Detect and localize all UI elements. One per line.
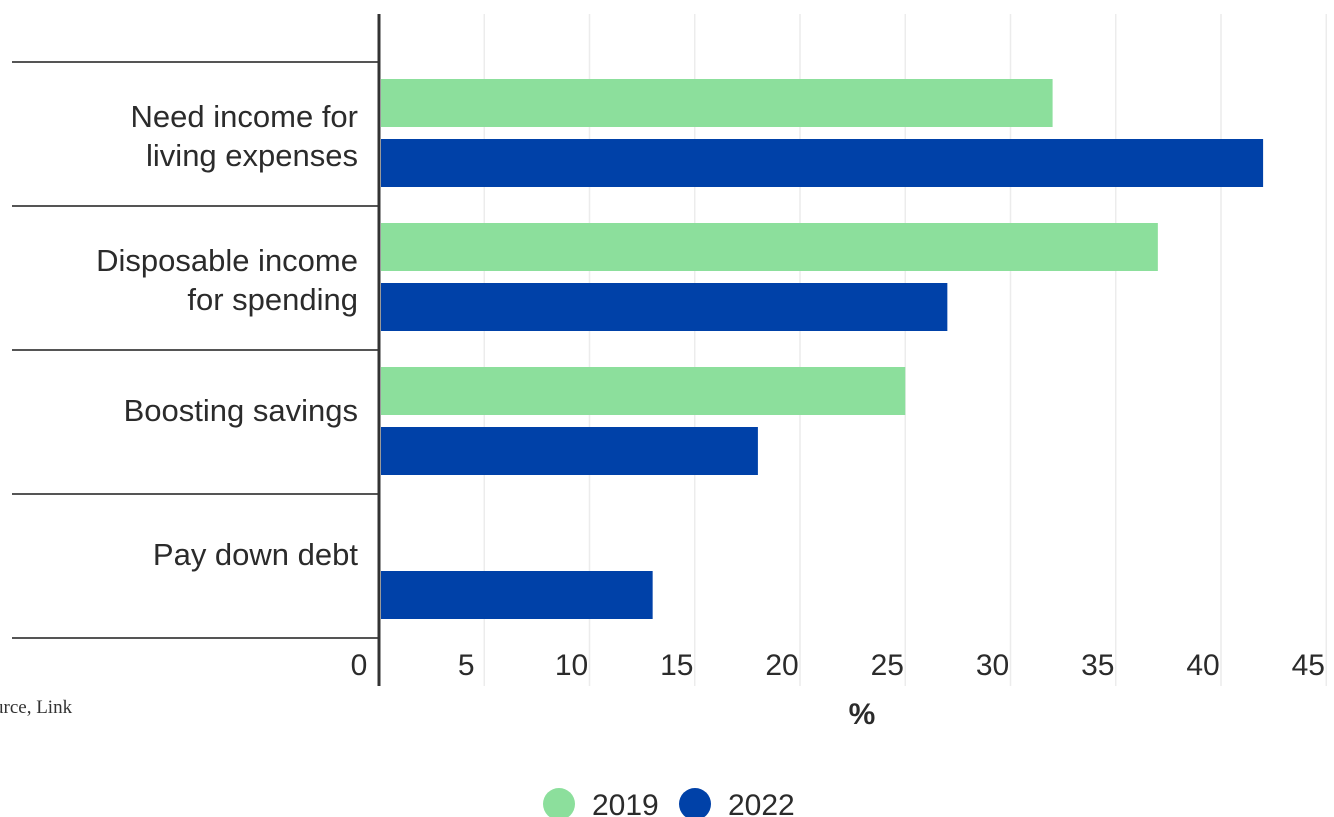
legend-swatch-2019: [543, 788, 575, 817]
x-tick-label: 10: [555, 649, 588, 682]
category-label: for spending: [187, 282, 358, 317]
bars: [381, 79, 1264, 619]
legend-label-2019: 2019: [592, 789, 659, 817]
bar-2019: [381, 79, 1053, 127]
bar-2022: [381, 283, 948, 331]
bar-2022: [381, 427, 758, 475]
category-label: Pay down debt: [153, 537, 358, 572]
source-note: urce, Link: [0, 697, 73, 718]
category-labels: Need income for living expenses Disposable…: [96, 99, 358, 572]
category-label: living expenses: [146, 138, 358, 173]
bar-2022: [381, 139, 1264, 187]
category-separators: [12, 61, 379, 639]
x-tick-labels: 0 5 10 15 20 25 30 35 40 45: [351, 649, 1325, 682]
x-axis-label: %: [849, 698, 876, 731]
bar-2019: [381, 367, 906, 415]
category-label: Disposable income: [96, 243, 358, 278]
x-tick-label: 30: [976, 649, 1009, 682]
bar-2019: [381, 223, 1158, 271]
x-tick-label: 5: [458, 649, 475, 682]
category-label: Boosting savings: [124, 393, 358, 428]
legend: 2019 2022: [543, 788, 795, 817]
legend-label-2022: 2022: [728, 789, 795, 817]
legend-swatch-2022: [679, 788, 711, 817]
x-tick-label: 0: [351, 649, 368, 682]
category-label: Need income for: [131, 99, 358, 134]
x-tick-label: 45: [1292, 649, 1325, 682]
bar-2022: [381, 571, 653, 619]
x-tick-label: 35: [1081, 649, 1114, 682]
x-tick-label: 25: [871, 649, 904, 682]
x-tick-label: 40: [1186, 649, 1219, 682]
x-tick-label: 20: [765, 649, 798, 682]
x-tick-label: 15: [660, 649, 693, 682]
